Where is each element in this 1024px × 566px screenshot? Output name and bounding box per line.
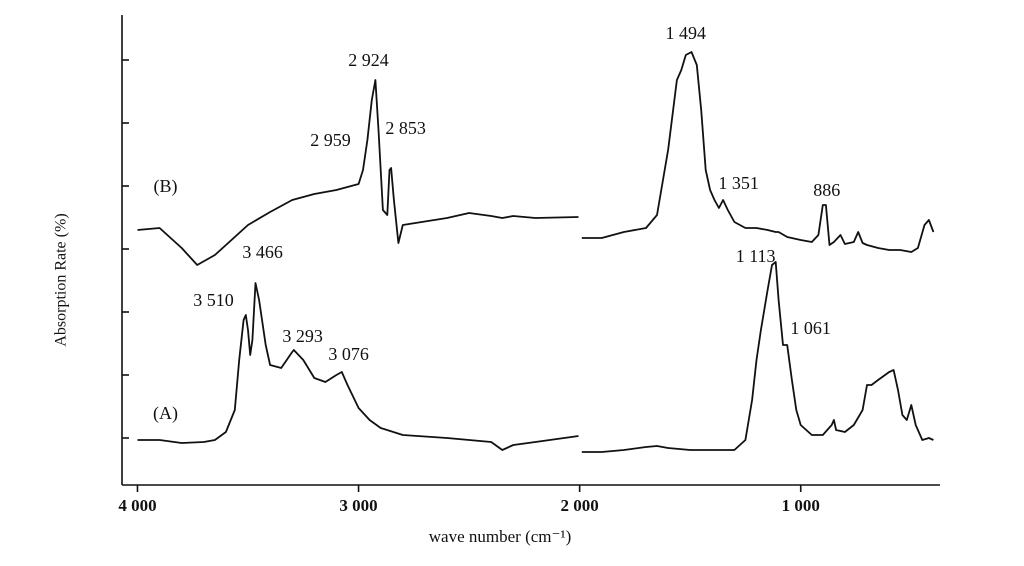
- peak-label: 3 466: [242, 242, 283, 262]
- peak-label: 2 853: [385, 118, 426, 138]
- peak-label: 2 924: [348, 50, 389, 70]
- peak-label: 3 510: [193, 290, 234, 310]
- spectrum-line: [137, 51, 935, 266]
- peak-label: 3 076: [328, 344, 369, 364]
- x-axis-label: wave number (cm⁻¹): [429, 527, 571, 546]
- peak-label: 3 293: [282, 326, 323, 346]
- peak-label: 886: [813, 180, 840, 200]
- peak-label: 2 959: [310, 130, 351, 150]
- spectrum-line: [137, 261, 934, 453]
- peak-label: 1 061: [790, 318, 831, 338]
- series-label: (B): [153, 176, 177, 197]
- series-label: (A): [153, 403, 178, 424]
- x-tick-label: 3 000: [339, 496, 377, 515]
- x-tick-label: 1 000: [782, 496, 820, 515]
- peak-label: 1 494: [666, 23, 707, 43]
- y-axis-label: Absorption Rate (%): [53, 213, 70, 346]
- x-tick-label: 2 000: [561, 496, 599, 515]
- peak-label: 1 351: [718, 173, 759, 193]
- x-tick-label: 4 000: [118, 496, 156, 515]
- peak-label: 1 113: [736, 246, 776, 266]
